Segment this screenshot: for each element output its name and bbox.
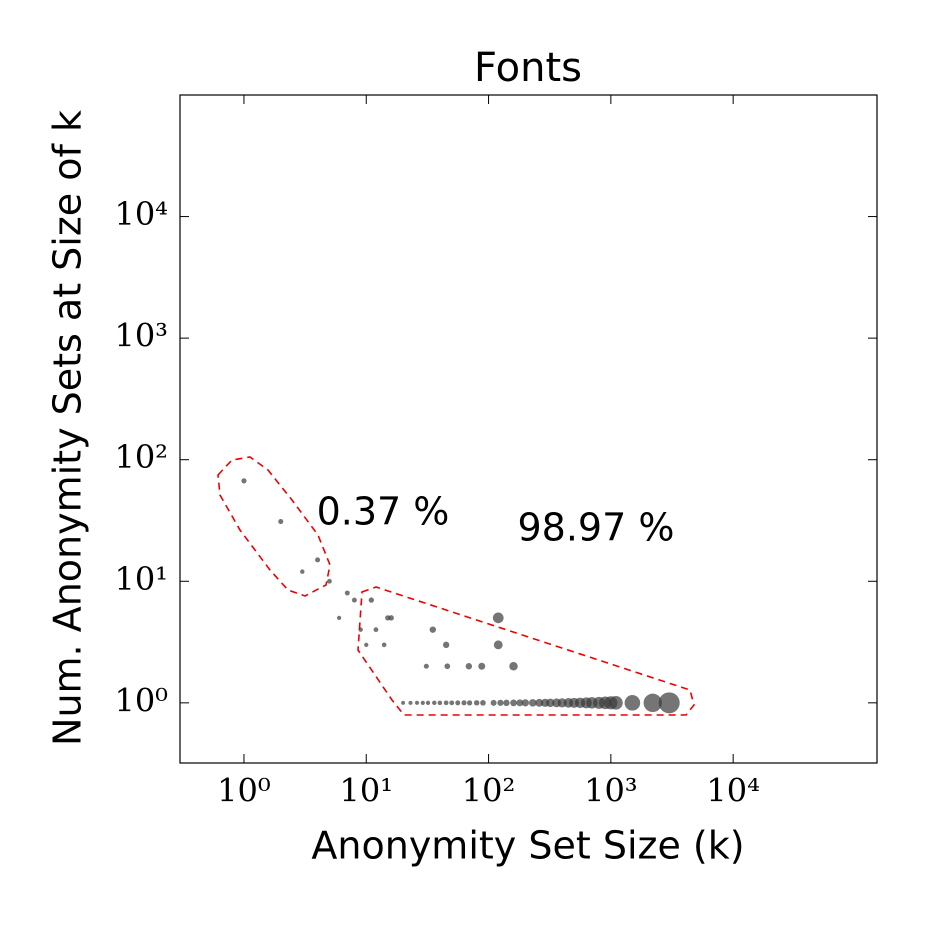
point [241, 478, 247, 484]
y-tick-label: 10³ [114, 317, 168, 355]
point [461, 700, 467, 706]
point [368, 597, 375, 603]
point [278, 519, 284, 525]
point [381, 642, 387, 648]
y-axis-label: Num. Anonymity Sets at Size of k [46, 110, 90, 746]
point [497, 699, 504, 706]
point [425, 700, 431, 706]
point [442, 641, 450, 649]
point [466, 700, 473, 706]
point [315, 557, 321, 563]
point [423, 663, 429, 669]
point [336, 615, 342, 621]
point [643, 693, 662, 713]
highlight-region [217, 456, 331, 597]
point [401, 700, 406, 705]
point [521, 699, 529, 707]
point [327, 578, 332, 584]
point [492, 612, 504, 624]
annotation: 98.97 % [518, 506, 675, 550]
point [351, 597, 357, 603]
point [373, 627, 379, 633]
point [503, 699, 510, 707]
point [420, 700, 425, 705]
y-tick-label: 10⁰ [114, 681, 168, 719]
point [358, 627, 363, 632]
point [443, 700, 449, 706]
point [414, 700, 420, 705]
annotation: 0.37 % [317, 490, 450, 534]
point [364, 642, 369, 647]
point [437, 700, 443, 706]
point [455, 700, 461, 706]
highlight-region [357, 586, 695, 716]
point [408, 700, 413, 705]
chart-title: Fonts [474, 45, 582, 91]
x-tick-label: 10⁰ [217, 772, 271, 810]
point [546, 698, 555, 708]
point [300, 569, 305, 574]
point [658, 692, 680, 714]
x-tick-label: 10³ [584, 772, 638, 810]
point [465, 663, 473, 670]
point [516, 699, 524, 707]
y-tick-label: 10⁴ [114, 195, 168, 233]
point [344, 590, 350, 596]
x-tick-label: 10¹ [339, 772, 393, 810]
point [624, 695, 641, 711]
point [473, 700, 480, 706]
point [432, 700, 437, 706]
x-tick-label: 10⁴ [706, 772, 760, 810]
point [510, 699, 517, 707]
point [449, 700, 455, 706]
point [609, 696, 623, 710]
point [480, 700, 486, 706]
point [444, 663, 451, 670]
point [490, 699, 497, 706]
point [535, 698, 544, 707]
plot-frame [179, 94, 878, 764]
point [509, 662, 518, 671]
point [493, 640, 503, 650]
point [429, 626, 437, 633]
x-tick-label: 10² [462, 772, 516, 810]
y-tick-label: 10¹ [114, 560, 168, 598]
x-axis-label: Anonymity Set Size (k) [311, 824, 744, 868]
point [388, 615, 394, 621]
y-tick-label: 10² [114, 438, 168, 476]
point [529, 699, 537, 707]
point [478, 662, 486, 670]
